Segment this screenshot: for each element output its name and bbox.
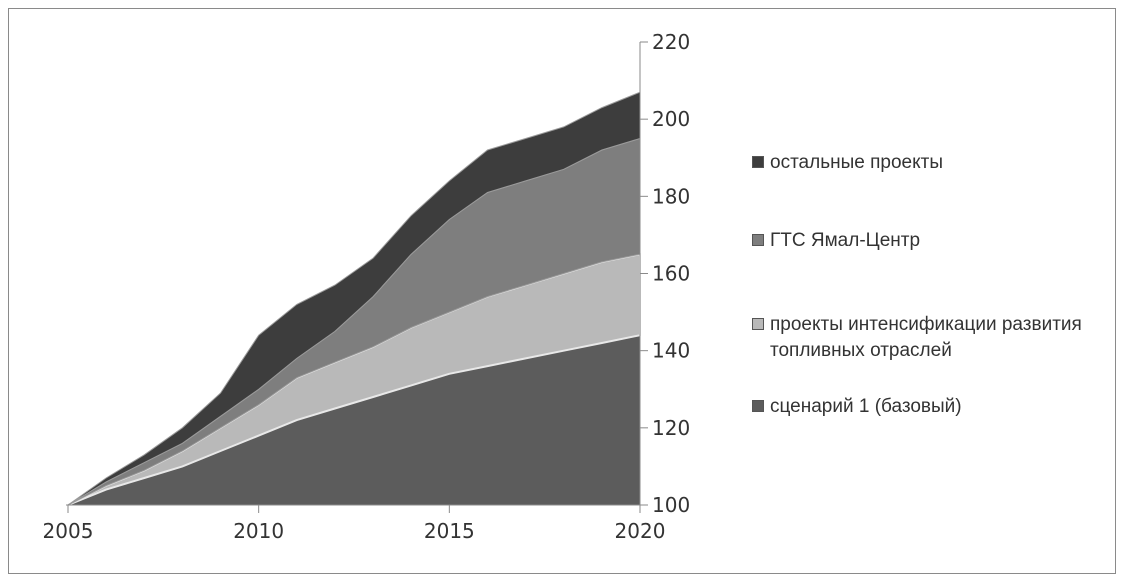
x-tick-label-2: 2015 xyxy=(424,519,475,543)
legend-label-intensification-projects: проекты интенсификации развития топливны… xyxy=(770,314,1082,361)
y-tick-label-1: 120 xyxy=(652,416,690,440)
legend-swatch-intensification-projects xyxy=(752,318,764,330)
y-tick-label-4: 180 xyxy=(652,184,690,208)
y-tick-label-0: 100 xyxy=(652,493,690,517)
x-tick-label-0: 2005 xyxy=(43,519,94,543)
y-tick-label-6: 220 xyxy=(652,30,690,54)
legend-item-intensification-projects: проекты интенсификации развития топливны… xyxy=(752,312,1102,364)
legend-swatch-gts-yamal-center xyxy=(752,234,764,246)
x-tick-label-1: 2010 xyxy=(233,519,284,543)
legend-swatch-scenario-1-base xyxy=(752,400,764,412)
legend-item-gts-yamal-center: ГТС Ямал-Центр xyxy=(752,228,920,254)
y-tick-label-2: 140 xyxy=(652,339,690,363)
y-tick-label-5: 200 xyxy=(652,107,690,131)
area-series-group xyxy=(67,91,641,506)
legend-label-other-projects: остальные проекты xyxy=(770,152,943,173)
legend-label-gts-yamal-center: ГТС Ямал-Центр xyxy=(770,230,921,251)
legend-swatch-other-projects xyxy=(752,156,764,168)
legend-item-other-projects: остальные проекты xyxy=(752,150,943,176)
legend-label-scenario-1-base: сценарий 1 (базовый) xyxy=(770,396,962,417)
axes xyxy=(66,41,648,513)
tick-labels: 100 120 140 160 180 200 220 2005 2010 2015 2020 xyxy=(43,30,691,543)
x-tick-label-3: 2020 xyxy=(615,519,666,543)
y-tick-label-3: 160 xyxy=(652,262,690,286)
legend-item-scenario-1-base: сценарий 1 (базовый) xyxy=(752,394,962,420)
